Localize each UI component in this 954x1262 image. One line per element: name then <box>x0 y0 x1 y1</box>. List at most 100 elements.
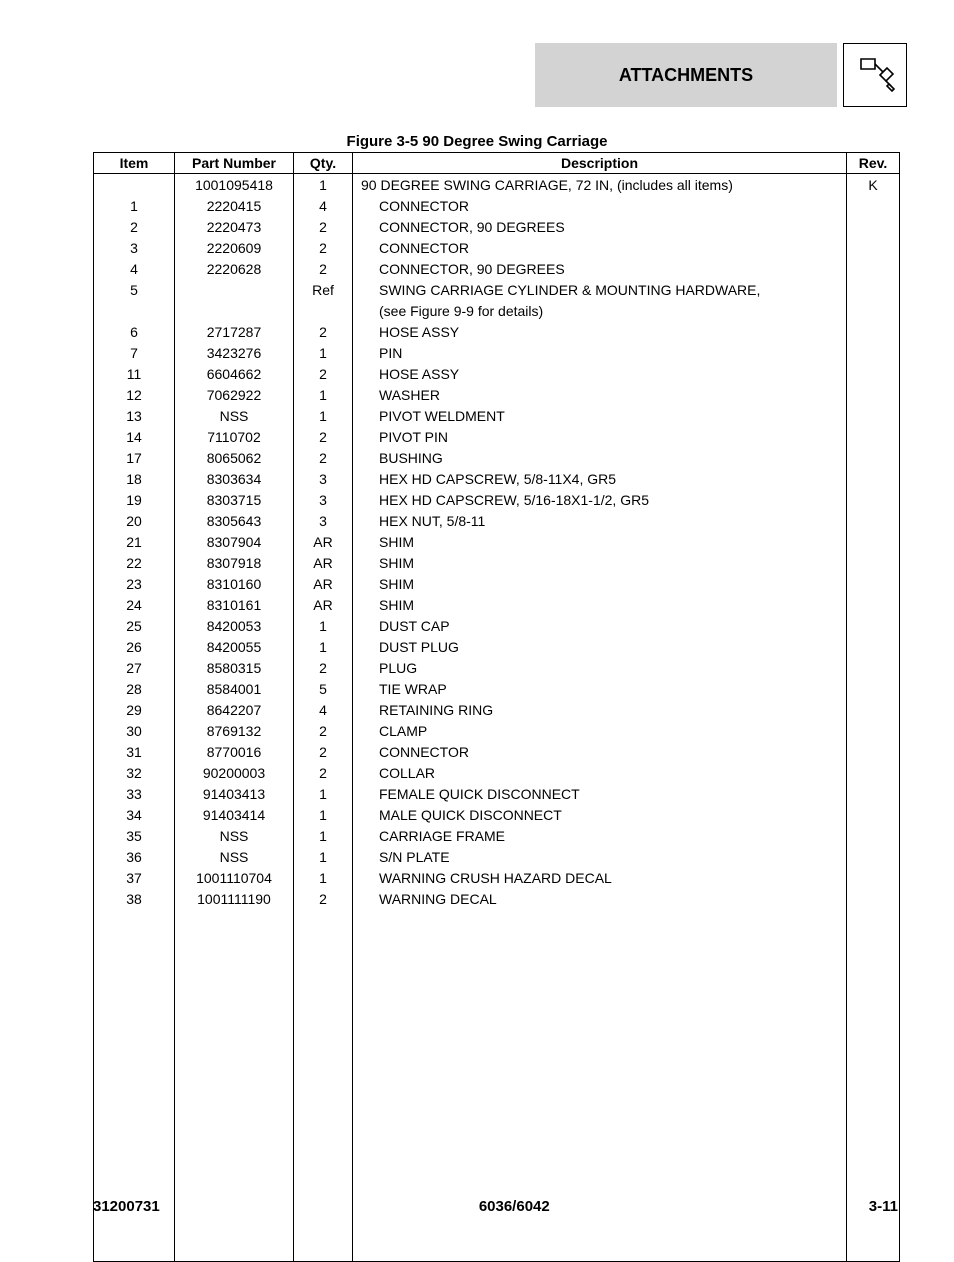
cell-rev <box>847 258 900 279</box>
cell-description: WARNING CRUSH HAZARD DECAL <box>353 867 847 888</box>
cell-description: CARRIAGE FRAME <box>353 825 847 846</box>
cell-part-number: 2220473 <box>175 216 294 237</box>
cell-item: 6 <box>94 321 175 342</box>
cell-qty: 2 <box>294 447 353 468</box>
cell-description: CONNECTOR <box>353 741 847 762</box>
cell-part-number: 90200003 <box>175 762 294 783</box>
cell-rev <box>847 510 900 531</box>
parts-table: Item Part Number Qty. Description Rev. 1… <box>93 152 900 1262</box>
cell-part-number: 2220628 <box>175 258 294 279</box>
cell-qty: 1 <box>294 636 353 657</box>
table-row: 228307918ARSHIM <box>94 552 900 573</box>
cell-qty: 1 <box>294 867 353 888</box>
cell-item: 33 <box>94 783 175 804</box>
table-row: 2885840015TIE WRAP <box>94 678 900 699</box>
cell-description: COLLAR <box>353 762 847 783</box>
cell-description: CONNECTOR, 90 DEGREES <box>353 258 847 279</box>
cell-rev <box>847 342 900 363</box>
cell-item: 19 <box>94 489 175 510</box>
cell-item: 25 <box>94 615 175 636</box>
cell-rev <box>847 678 900 699</box>
table-row: 32902000032COLLAR <box>94 762 900 783</box>
cell-description: HEX NUT, 5/8-11 <box>353 510 847 531</box>
cell-item: 7 <box>94 342 175 363</box>
table-row: 33914034131FEMALE QUICK DISCONNECT <box>94 783 900 804</box>
cell-description: WASHER <box>353 384 847 405</box>
cell-description: CONNECTOR <box>353 195 847 216</box>
cell-rev <box>847 237 900 258</box>
cell-qty: 2 <box>294 741 353 762</box>
cell-part-number: 8310161 <box>175 594 294 615</box>
cell-description: SHIM <box>353 573 847 594</box>
cell-qty: 2 <box>294 720 353 741</box>
cell-qty: 5 <box>294 678 353 699</box>
cell-qty: 2 <box>294 762 353 783</box>
cell-rev: K <box>847 174 900 196</box>
cell-item: 34 <box>94 804 175 825</box>
cell-qty: 2 <box>294 258 353 279</box>
cell-item: 32 <box>94 762 175 783</box>
col-header-part-number: Part Number <box>175 153 294 174</box>
cell-qty: 1 <box>294 846 353 867</box>
cell-part-number: 3423276 <box>175 342 294 363</box>
cell-rev <box>847 321 900 342</box>
figure-title: Figure 3-5 90 Degree Swing Carriage <box>0 133 954 150</box>
footer-right: 3-11 <box>869 1198 898 1215</box>
cell-part-number: 1001111190 <box>175 888 294 909</box>
col-header-item: Item <box>94 153 175 174</box>
cell-item: 31 <box>94 741 175 762</box>
cell-part-number: 2717287 <box>175 321 294 342</box>
cell-qty: 2 <box>294 426 353 447</box>
table-header: Item Part Number Qty. Description Rev. <box>94 153 900 174</box>
cell-rev <box>847 699 900 720</box>
cell-rev <box>847 195 900 216</box>
cell-part-number: 7110702 <box>175 426 294 447</box>
cell-description: TIE WRAP <box>353 678 847 699</box>
cell-part-number: 91403413 <box>175 783 294 804</box>
cell-part-number: 8420055 <box>175 636 294 657</box>
cell-qty: 2 <box>294 888 353 909</box>
cell-item: 4 <box>94 258 175 279</box>
cell-rev <box>847 783 900 804</box>
cell-part-number: 8642207 <box>175 699 294 720</box>
cell-item: 2 <box>94 216 175 237</box>
cell-description: HEX HD CAPSCREW, 5/16-18X1-1/2, GR5 <box>353 489 847 510</box>
cell-rev <box>847 636 900 657</box>
table-row: 1883036343HEX HD CAPSCREW, 5/8-11X4, GR5 <box>94 468 900 489</box>
cell-description: HOSE ASSY <box>353 321 847 342</box>
table-row: 35NSS1CARRIAGE FRAME <box>94 825 900 846</box>
table-row: 627172872HOSE ASSY <box>94 321 900 342</box>
table-row: 34914034141MALE QUICK DISCONNECT <box>94 804 900 825</box>
cell-item: 23 <box>94 573 175 594</box>
cell-item: 14 <box>94 426 175 447</box>
cell-part-number: 8303715 <box>175 489 294 510</box>
cell-qty: 3 <box>294 510 353 531</box>
table-row: 3187700162CONNECTOR <box>94 741 900 762</box>
cell-qty: AR <box>294 573 353 594</box>
table-row: 122204154CONNECTOR <box>94 195 900 216</box>
cell-description: CLAMP <box>353 720 847 741</box>
cell-description: HOSE ASSY <box>353 363 847 384</box>
cell-description: S/N PLATE <box>353 846 847 867</box>
table-row: 1001095418190 DEGREE SWING CARRIAGE, 72 … <box>94 174 900 196</box>
cell-description: (see Figure 9-9 for details) <box>353 300 847 321</box>
table-row: 1983037153HEX HD CAPSCREW, 5/16-18X1-1/2… <box>94 489 900 510</box>
cell-item: 30 <box>94 720 175 741</box>
cell-qty: Ref <box>294 279 353 300</box>
cell-part-number: 91403414 <box>175 804 294 825</box>
cell-part-number: 7062922 <box>175 384 294 405</box>
cell-item: 38 <box>94 888 175 909</box>
table-row: 36NSS1S/N PLATE <box>94 846 900 867</box>
cell-qty: 1 <box>294 342 353 363</box>
header-bar: ATTACHMENTS <box>535 43 907 107</box>
cell-description: SHIM <box>353 594 847 615</box>
cell-description: PIN <box>353 342 847 363</box>
cell-qty: 1 <box>294 825 353 846</box>
cell-part-number: 8065062 <box>175 447 294 468</box>
table-row: (see Figure 9-9 for details) <box>94 300 900 321</box>
table-row: 1166046622HOSE ASSY <box>94 363 900 384</box>
cell-part-number: 1001110704 <box>175 867 294 888</box>
cell-rev <box>847 279 900 300</box>
cell-item: 3 <box>94 237 175 258</box>
cell-rev <box>847 531 900 552</box>
